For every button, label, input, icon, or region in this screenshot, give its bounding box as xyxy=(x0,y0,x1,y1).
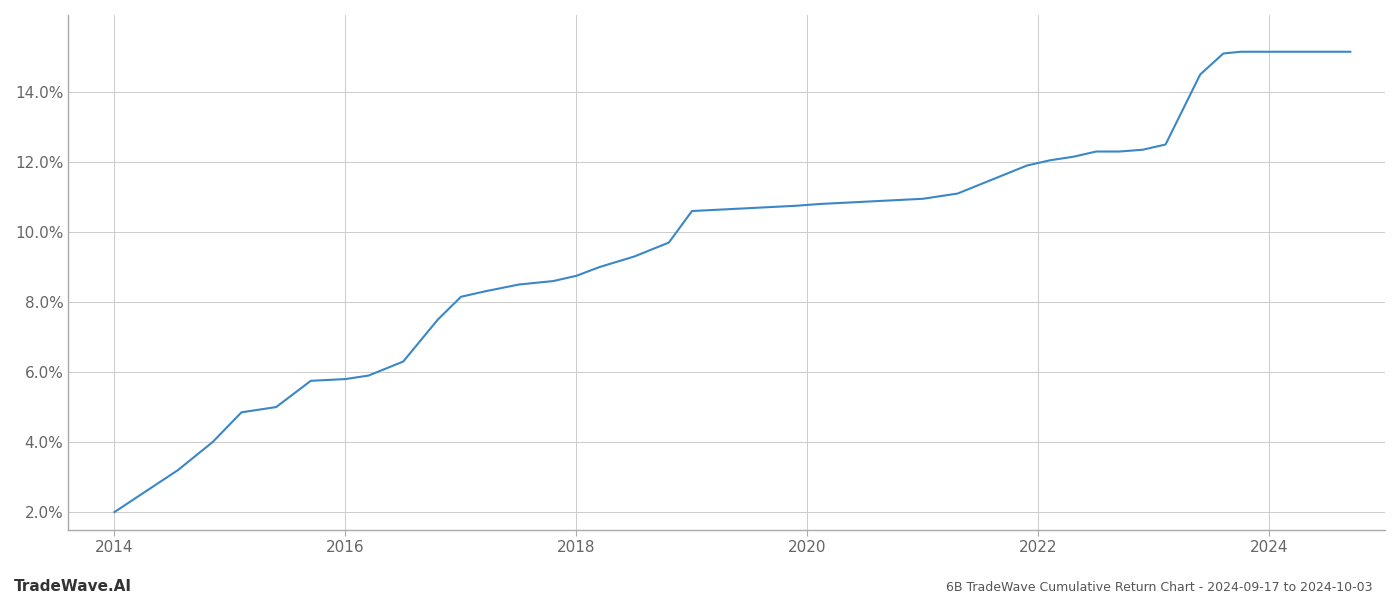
Text: TradeWave.AI: TradeWave.AI xyxy=(14,579,132,594)
Text: 6B TradeWave Cumulative Return Chart - 2024-09-17 to 2024-10-03: 6B TradeWave Cumulative Return Chart - 2… xyxy=(945,581,1372,594)
